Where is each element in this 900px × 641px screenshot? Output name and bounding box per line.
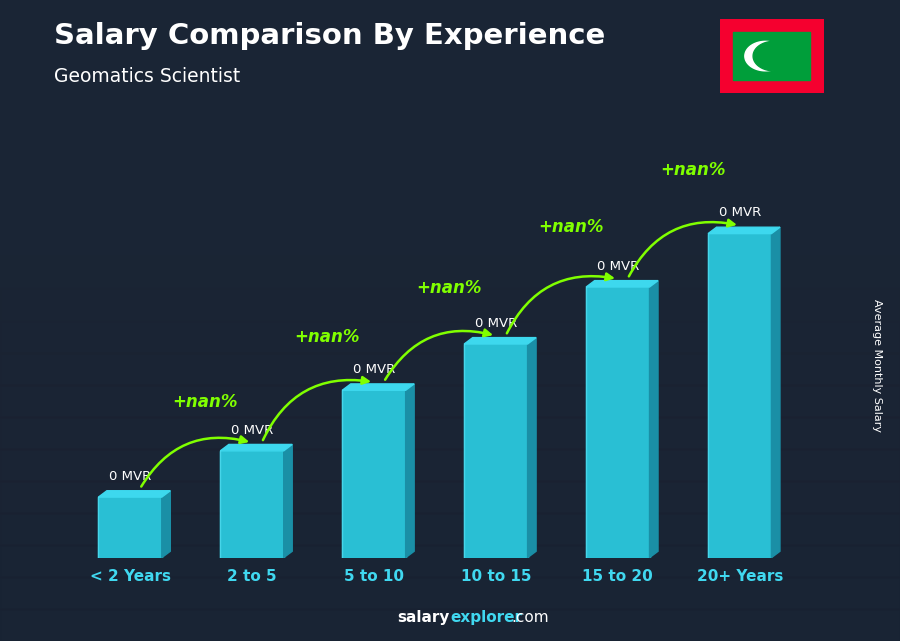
Polygon shape [586,281,658,287]
Bar [0,0,900,32]
Bar [0,192,900,224]
Polygon shape [220,444,292,451]
Text: 0 MVR: 0 MVR [597,260,639,273]
Polygon shape [527,338,536,558]
Bar [464,344,527,558]
Text: 0 MVR: 0 MVR [109,470,151,483]
Bar [0,320,900,353]
Text: 0 MVR: 0 MVR [718,206,760,219]
Bar [0,256,900,288]
Bar [0,513,900,545]
Bar [0,96,900,128]
Bar [0,385,900,417]
Polygon shape [406,384,414,558]
Bar [0,481,900,513]
Polygon shape [650,281,658,558]
Bar [0,160,900,192]
Text: +nan%: +nan% [172,392,238,411]
Polygon shape [745,42,787,71]
Polygon shape [708,227,780,233]
Bar [0,32,900,64]
Text: Salary Comparison By Experience: Salary Comparison By Experience [54,22,605,51]
Bar [0,64,900,96]
Bar [0,545,900,577]
Text: explorer: explorer [450,610,522,625]
Polygon shape [98,491,170,497]
Polygon shape [342,384,414,390]
Bar [98,497,162,558]
Bar [708,233,771,558]
Bar [0,609,900,641]
Bar [0,449,900,481]
Text: .com: .com [511,610,549,625]
Text: 0 MVR: 0 MVR [353,363,395,376]
Polygon shape [162,491,170,558]
Text: Average Monthly Salary: Average Monthly Salary [872,299,883,432]
Text: +nan%: +nan% [416,279,482,297]
Polygon shape [464,338,536,344]
Bar [734,33,810,79]
Bar [0,288,900,320]
Bar [220,451,284,558]
Bar [0,417,900,449]
Text: Geomatics Scientist: Geomatics Scientist [54,67,240,87]
Text: 0 MVR: 0 MVR [231,424,273,437]
Polygon shape [284,444,292,558]
Text: 0 MVR: 0 MVR [474,317,517,329]
Polygon shape [753,42,795,71]
Bar [342,390,406,558]
Bar [0,224,900,256]
Bar [586,287,650,558]
Text: +nan%: +nan% [294,328,360,347]
Bar [0,128,900,160]
Bar [0,353,900,385]
Text: +nan%: +nan% [660,161,725,179]
Text: +nan%: +nan% [538,218,604,236]
Text: salary: salary [398,610,450,625]
Polygon shape [771,227,780,558]
Bar [0,577,900,609]
